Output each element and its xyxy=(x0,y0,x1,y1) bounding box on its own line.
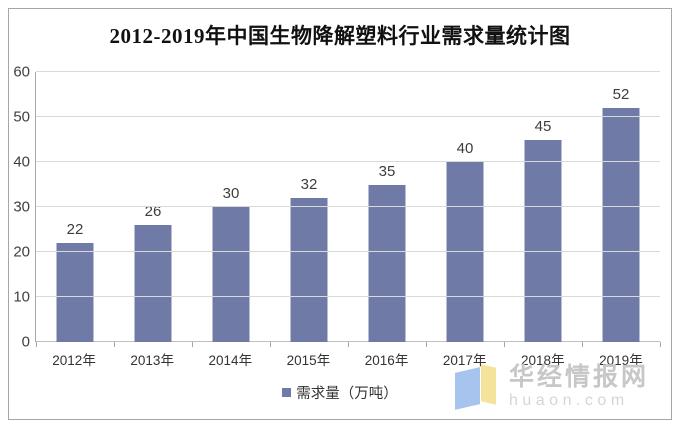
bar-slot: 52 xyxy=(582,72,660,342)
x-tick-label: 2015年 xyxy=(286,353,331,368)
x-tick-label: 2012年 xyxy=(52,353,96,368)
bar-slot: 45 xyxy=(504,72,582,342)
bars-container: 22 26 30 32 35 40 45 52 xyxy=(36,72,660,342)
bar-slot: 22 xyxy=(36,72,114,342)
bar-value-label: 22 xyxy=(66,221,84,238)
y-tick-label: 10 xyxy=(13,288,30,306)
bar-slot: 26 xyxy=(114,72,192,342)
x-tick-label: 2016年 xyxy=(364,353,409,368)
bar-value-label: 26 xyxy=(144,203,162,221)
gridline xyxy=(36,296,660,297)
legend-label: 需求量（万吨） xyxy=(296,386,398,402)
chart-title: 2012-2019年中国生物降解塑料行业需求量统计图 xyxy=(109,24,571,48)
x-axis-tick xyxy=(36,342,37,347)
bar-slot: 40 xyxy=(426,72,504,342)
x-tick-label: 2017年 xyxy=(442,353,487,368)
y-tick-label: 60 xyxy=(13,63,30,81)
y-tick-label: 30 xyxy=(13,198,30,216)
bar-value-label: 32 xyxy=(300,176,318,194)
x-tick-label: 2019年 xyxy=(599,353,643,368)
plot-area: 22 26 30 32 35 40 45 52 0 10 20 30 40 50 60 xyxy=(13,65,661,350)
x-axis-tick xyxy=(504,342,505,347)
gridline xyxy=(36,251,660,252)
x-tick-label: 2018年 xyxy=(521,353,565,368)
bar-value-label: 40 xyxy=(456,140,474,158)
bar xyxy=(524,139,562,342)
x-axis-tick xyxy=(114,342,115,347)
bar-slot: 32 xyxy=(270,72,348,342)
x-axis-tick xyxy=(270,342,271,347)
y-tick-label: 0 xyxy=(21,333,30,351)
x-axis-tick xyxy=(660,342,661,347)
bar xyxy=(602,108,640,342)
x-axis-labels: 2012年 2013年 2014年 2015年 2016年 2017年 2018年 2019年 xyxy=(35,349,660,369)
y-tick-label: 50 xyxy=(13,108,30,126)
bar xyxy=(290,198,328,342)
bar xyxy=(134,225,172,342)
bar xyxy=(212,207,250,342)
bar-value-label: 30 xyxy=(222,185,240,202)
bar xyxy=(368,184,406,342)
bar xyxy=(56,243,94,342)
x-tick-label: 2014年 xyxy=(208,353,253,368)
bar-slot: 30 xyxy=(192,72,270,342)
x-axis-tick xyxy=(192,342,193,347)
bar-slot: 35 xyxy=(348,72,426,342)
bar-value-label: 35 xyxy=(378,162,396,180)
gridline xyxy=(36,71,660,72)
bar-value-label: 45 xyxy=(534,117,552,135)
bar xyxy=(446,162,484,342)
gridline xyxy=(36,161,660,162)
gridline xyxy=(36,206,660,207)
x-axis-line xyxy=(36,341,660,342)
x-axis-tick xyxy=(348,342,349,347)
legend-marker-icon xyxy=(282,388,292,397)
x-axis-tick xyxy=(426,342,427,347)
x-axis-tick xyxy=(582,342,583,347)
chart-frame: 2012-2019年中国生物降解塑料行业需求量统计图 22 26 30 32 35 40 4… xyxy=(8,8,672,420)
legend: 需求量（万吨） xyxy=(9,382,671,403)
y-tick-label: 20 xyxy=(13,243,30,261)
y-tick-label: 40 xyxy=(13,153,30,171)
gridline xyxy=(36,116,660,117)
x-tick-label: 2013年 xyxy=(130,353,174,368)
bar-value-label: 52 xyxy=(612,86,630,104)
